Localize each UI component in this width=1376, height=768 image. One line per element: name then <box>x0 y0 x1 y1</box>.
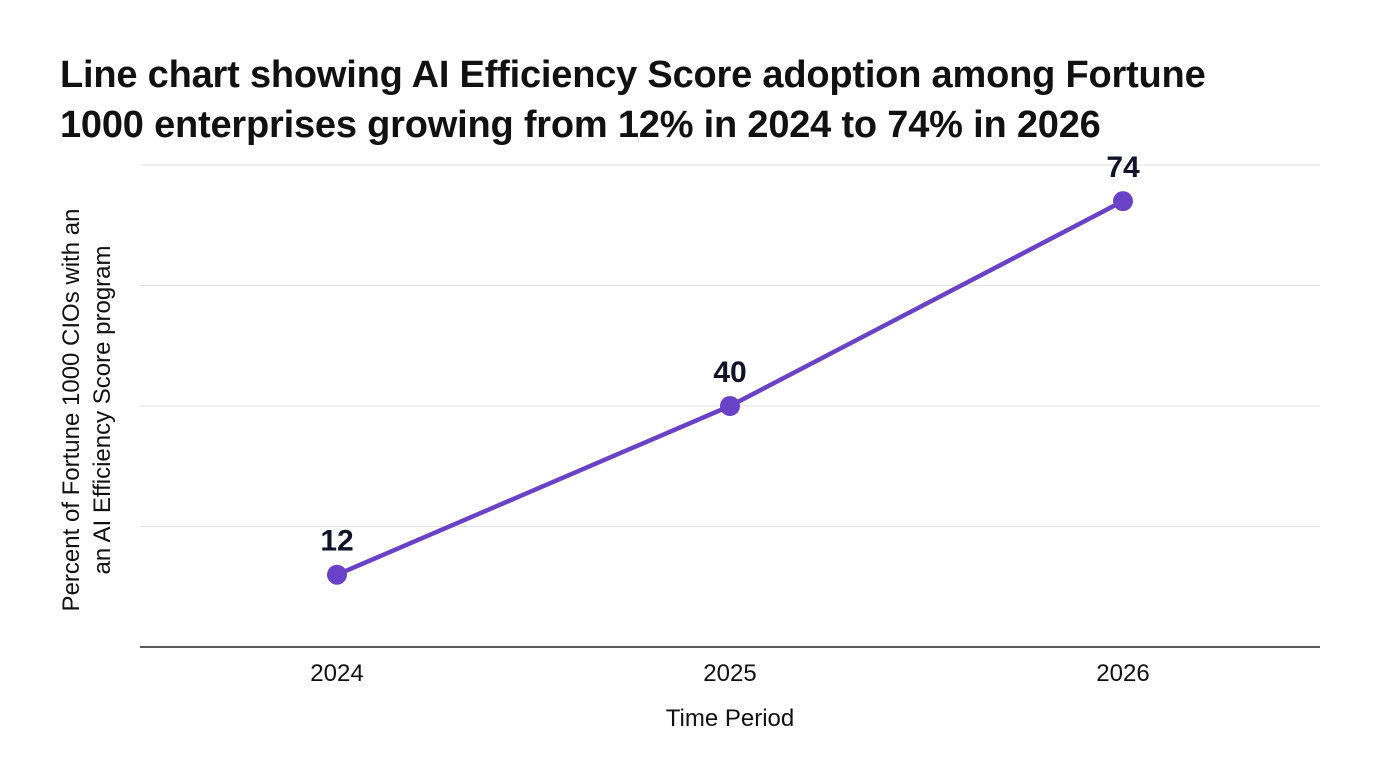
gridlines <box>140 164 1320 527</box>
chart-title: Line chart showing AI Efficiency Score a… <box>60 50 1330 150</box>
y-axis-title-line-1: Percent of Fortune 1000 CIOs with an <box>58 209 85 612</box>
chart-title-line-1: Line chart showing AI Efficiency Score a… <box>60 54 1206 96</box>
data-point-2025 <box>720 396 740 416</box>
y-axis-title: Percent of Fortune 1000 CIOs with an an … <box>58 209 116 612</box>
data-point-2024 <box>327 564 347 585</box>
x-axis-title: Time Period <box>666 705 794 732</box>
data-label-2025: 40 <box>713 356 746 389</box>
x-tick-labels: 2024 2025 2026 <box>310 660 1149 687</box>
x-tick-label-2024: 2024 <box>310 660 363 687</box>
data-label-2026: 74 <box>1106 151 1140 184</box>
y-axis-title-line-2: an AI Efficiency Score program <box>89 245 116 574</box>
chart-title-line-2: 1000 enterprises growing from 12% in 202… <box>60 104 1101 146</box>
x-tick-label-2026: 2026 <box>1096 660 1149 687</box>
data-point-2026 <box>1113 191 1133 212</box>
data-label-2024: 12 <box>320 525 353 558</box>
series-layer: 12 40 74 <box>320 151 1140 585</box>
x-tick-label-2025: 2025 <box>703 660 756 687</box>
